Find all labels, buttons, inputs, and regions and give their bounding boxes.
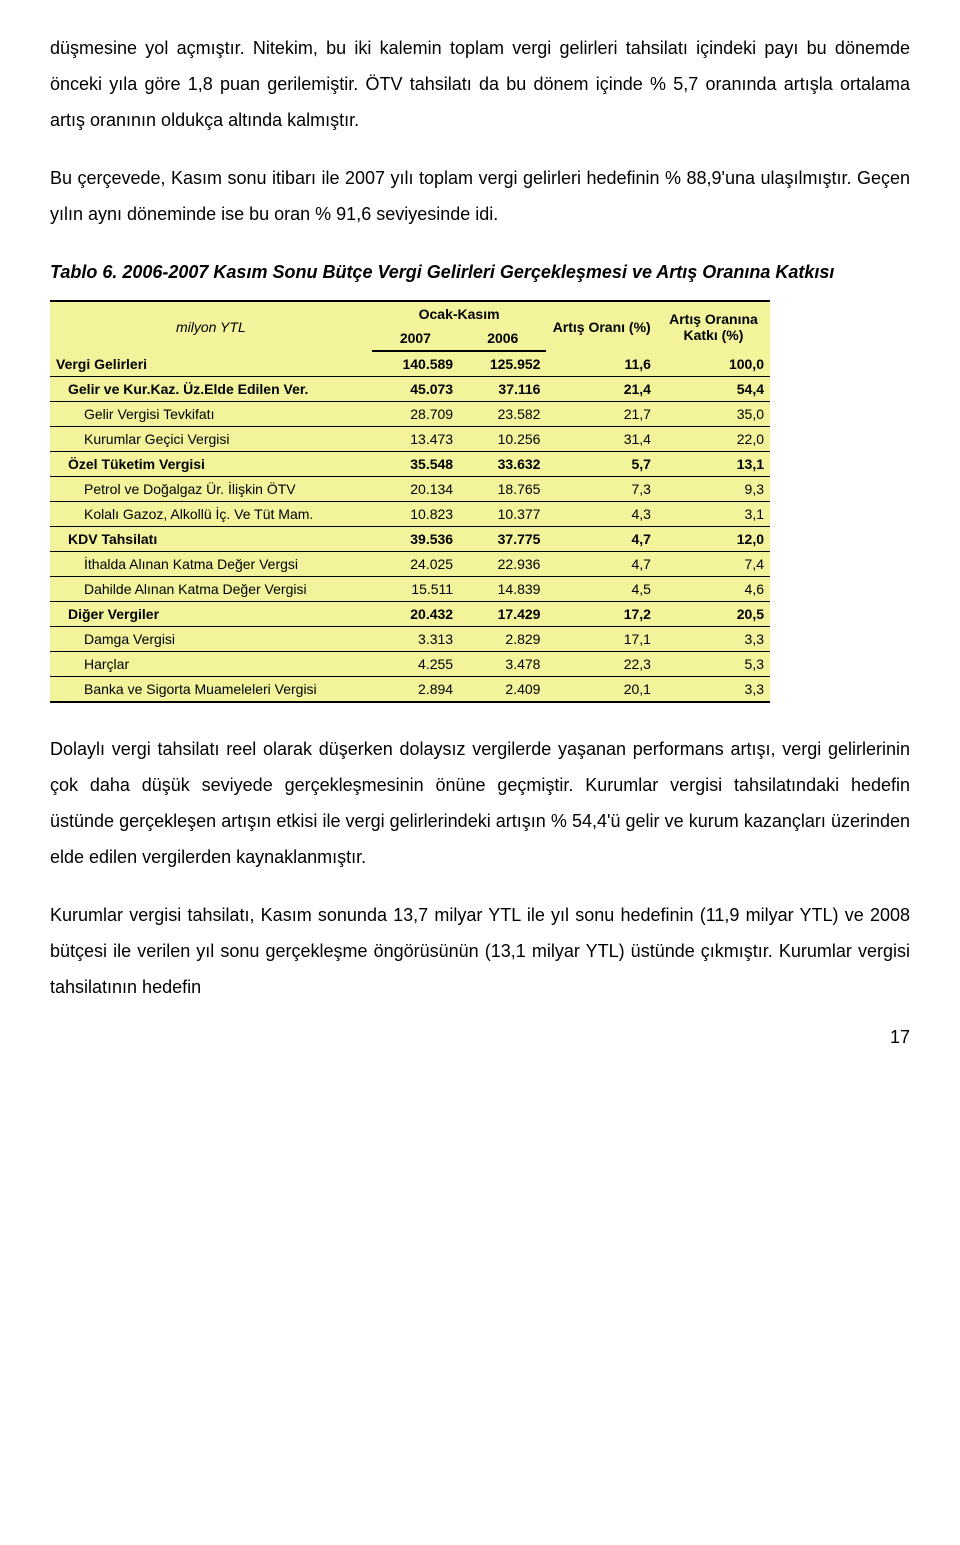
row-label: Vergi Gelirleri — [50, 351, 372, 377]
row-value: 3.478 — [459, 652, 546, 677]
row-value: 3,1 — [657, 502, 770, 527]
table-row: Özel Tüketim Vergisi35.54833.6325,713,1 — [50, 452, 770, 477]
row-value: 4,7 — [546, 552, 656, 577]
row-value: 20.432 — [372, 602, 459, 627]
table-row: KDV Tahsilatı39.53637.7754,712,0 — [50, 527, 770, 552]
row-label: Kolalı Gazoz, Alkollü İç. Ve Tüt Mam. — [50, 502, 372, 527]
table-row: Vergi Gelirleri140.589125.95211,6100,0 — [50, 351, 770, 377]
row-value: 125.952 — [459, 351, 546, 377]
row-value: 9,3 — [657, 477, 770, 502]
row-value: 5,7 — [546, 452, 656, 477]
row-label: Harçlar — [50, 652, 372, 677]
row-label: Damga Vergisi — [50, 627, 372, 652]
table-row: Damga Vergisi3.3132.82917,13,3 — [50, 627, 770, 652]
table-row: Diğer Vergiler20.43217.42917,220,5 — [50, 602, 770, 627]
row-label: Banka ve Sigorta Muameleleri Vergisi — [50, 677, 372, 703]
row-value: 37.116 — [459, 377, 546, 402]
row-value: 35,0 — [657, 402, 770, 427]
table-row: Banka ve Sigorta Muameleleri Vergisi2.89… — [50, 677, 770, 703]
paragraph-4: Kurumlar vergisi tahsilatı, Kasım sonund… — [50, 897, 910, 1005]
row-value: 35.548 — [372, 452, 459, 477]
row-value: 18.765 — [459, 477, 546, 502]
row-value: 12,0 — [657, 527, 770, 552]
row-value: 3,3 — [657, 627, 770, 652]
row-label: Diğer Vergiler — [50, 602, 372, 627]
table-row: Kolalı Gazoz, Alkollü İç. Ve Tüt Mam.10.… — [50, 502, 770, 527]
row-label: Kurumlar Geçici Vergisi — [50, 427, 372, 452]
row-value: 5,3 — [657, 652, 770, 677]
row-value: 22.936 — [459, 552, 546, 577]
table-row: İthalda Alınan Katma Değer Vergsi24.0252… — [50, 552, 770, 577]
row-value: 100,0 — [657, 351, 770, 377]
table-row: Kurumlar Geçici Vergisi13.47310.25631,42… — [50, 427, 770, 452]
row-value: 15.511 — [372, 577, 459, 602]
row-label: Özel Tüketim Vergisi — [50, 452, 372, 477]
header-year-2007: 2007 — [372, 326, 459, 351]
paragraph-1: düşmesine yol açmıştır. Nitekim, bu iki … — [50, 30, 910, 138]
row-value: 7,4 — [657, 552, 770, 577]
table-row: Gelir ve Kur.Kaz. Üz.Elde Edilen Ver.45.… — [50, 377, 770, 402]
header-artis-katki: Artış Oranına Katkı (%) — [657, 301, 770, 351]
row-value: 23.582 — [459, 402, 546, 427]
row-value: 24.025 — [372, 552, 459, 577]
header-unit: milyon YTL — [50, 301, 372, 351]
row-value: 10.256 — [459, 427, 546, 452]
paragraph-2: Bu çerçevede, Kasım sonu itibarı ile 200… — [50, 160, 910, 232]
row-value: 31,4 — [546, 427, 656, 452]
row-value: 2.894 — [372, 677, 459, 703]
row-value: 140.589 — [372, 351, 459, 377]
row-value: 7,3 — [546, 477, 656, 502]
header-artis-orani: Artış Oranı (%) — [546, 301, 656, 351]
row-label: Gelir Vergisi Tevkifatı — [50, 402, 372, 427]
tax-revenue-table: milyon YTL Ocak-Kasım Artış Oranı (%) Ar… — [50, 300, 770, 703]
row-value: 14.839 — [459, 577, 546, 602]
row-label: İthalda Alınan Katma Değer Vergsi — [50, 552, 372, 577]
row-value: 17,1 — [546, 627, 656, 652]
row-value: 45.073 — [372, 377, 459, 402]
row-value: 22,0 — [657, 427, 770, 452]
row-label: KDV Tahsilatı — [50, 527, 372, 552]
row-value: 4,7 — [546, 527, 656, 552]
row-value: 21,4 — [546, 377, 656, 402]
row-value: 2.829 — [459, 627, 546, 652]
row-value: 4,6 — [657, 577, 770, 602]
row-value: 11,6 — [546, 351, 656, 377]
row-value: 4.255 — [372, 652, 459, 677]
page-number: 17 — [50, 1027, 910, 1048]
row-label: Gelir ve Kur.Kaz. Üz.Elde Edilen Ver. — [50, 377, 372, 402]
row-value: 13,1 — [657, 452, 770, 477]
row-label: Petrol ve Doğalgaz Ür. İlişkin ÖTV — [50, 477, 372, 502]
row-value: 10.823 — [372, 502, 459, 527]
row-label: Dahilde Alınan Katma Değer Vergisi — [50, 577, 372, 602]
row-value: 21,7 — [546, 402, 656, 427]
table-title: Tablo 6. 2006-2007 Kasım Sonu Bütçe Verg… — [50, 254, 910, 290]
table-row: Harçlar4.2553.47822,35,3 — [50, 652, 770, 677]
row-value: 20,5 — [657, 602, 770, 627]
row-value: 4,3 — [546, 502, 656, 527]
row-value: 3.313 — [372, 627, 459, 652]
table-row: Petrol ve Doğalgaz Ür. İlişkin ÖTV20.134… — [50, 477, 770, 502]
header-group: Ocak-Kasım — [372, 301, 547, 326]
row-value: 17.429 — [459, 602, 546, 627]
row-value: 2.409 — [459, 677, 546, 703]
row-value: 13.473 — [372, 427, 459, 452]
row-value: 33.632 — [459, 452, 546, 477]
row-value: 4,5 — [546, 577, 656, 602]
row-value: 3,3 — [657, 677, 770, 703]
table-row: Gelir Vergisi Tevkifatı28.70923.58221,73… — [50, 402, 770, 427]
header-year-2006: 2006 — [459, 326, 546, 351]
paragraph-3: Dolaylı vergi tahsilatı reel olarak düşe… — [50, 731, 910, 875]
row-value: 10.377 — [459, 502, 546, 527]
row-value: 28.709 — [372, 402, 459, 427]
row-value: 54,4 — [657, 377, 770, 402]
row-value: 20.134 — [372, 477, 459, 502]
table-row: Dahilde Alınan Katma Değer Vergisi15.511… — [50, 577, 770, 602]
row-value: 37.775 — [459, 527, 546, 552]
row-value: 20,1 — [546, 677, 656, 703]
row-value: 22,3 — [546, 652, 656, 677]
row-value: 39.536 — [372, 527, 459, 552]
row-value: 17,2 — [546, 602, 656, 627]
